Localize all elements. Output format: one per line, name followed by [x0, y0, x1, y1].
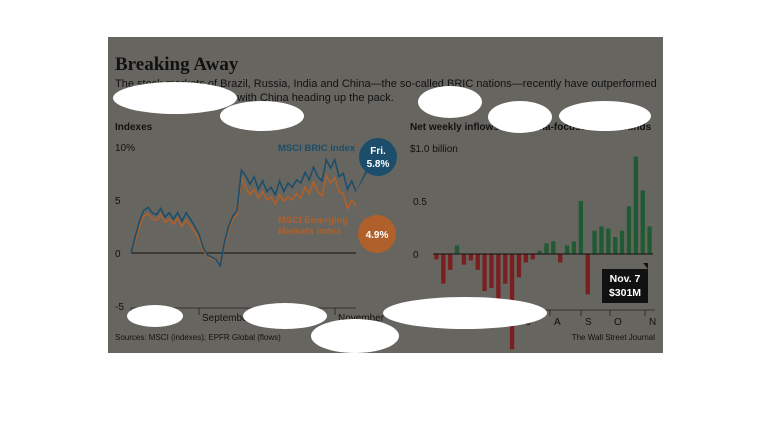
bric-callout-label: Fri. [370, 146, 386, 157]
redaction-blob [418, 86, 482, 118]
series-label-emerging: MSCI Emerging [278, 215, 348, 226]
bar [503, 254, 508, 284]
series-line-emerging [130, 173, 357, 265]
bar [585, 254, 590, 295]
bar [606, 228, 611, 254]
inflow-callout-box [602, 269, 648, 303]
bar [496, 254, 501, 320]
bar [613, 237, 618, 254]
bar [626, 206, 632, 254]
bar [619, 230, 625, 254]
figure-title: Breaking Away [115, 54, 239, 75]
bar [599, 226, 604, 254]
bar [461, 254, 467, 265]
redaction-blob [383, 297, 547, 329]
series-label-bric: MSCI BRIC index [278, 143, 356, 154]
bar [454, 245, 460, 254]
bar [578, 201, 583, 254]
em-callout-value: 4.9% [366, 230, 389, 241]
redaction-blob [113, 82, 237, 114]
inflow-callout-value: $301M [609, 287, 641, 299]
bar [475, 254, 480, 270]
redaction-blob [127, 305, 183, 327]
bar [571, 241, 577, 254]
bar [640, 190, 645, 254]
bar [592, 230, 597, 254]
redaction-blob [559, 101, 651, 131]
y-tick-label: $1.0 billion [410, 144, 458, 155]
x-tick-label: A [554, 317, 561, 328]
y-tick-label: 10% [115, 143, 135, 154]
series-label-emerging-line2: Markets index [278, 226, 342, 237]
redaction-blob [488, 101, 552, 133]
source-note: Sources: MSCI (indexes); EPFR Global (fl… [115, 333, 281, 342]
bar [468, 254, 473, 261]
x-tick-label: S [585, 317, 592, 328]
bar [441, 254, 446, 284]
bar [564, 245, 570, 254]
series-line-bric [130, 157, 357, 268]
bar [647, 226, 652, 254]
figure-subtitle-line1: The stock markets of Brazil, Russia, Ind… [115, 78, 657, 90]
x-tick-label: N [649, 317, 656, 328]
bar [633, 156, 638, 254]
x-tick-label: September [202, 313, 252, 324]
bar [448, 254, 453, 270]
bar [434, 254, 439, 260]
inflow-callout-label: Nov. 7 [610, 273, 641, 285]
credit: The Wall Street Journal [572, 333, 656, 342]
y-tick-label: 0 [115, 249, 121, 260]
em-callout-pointer [356, 206, 371, 229]
left-chart-title: Indexes [115, 122, 153, 133]
y-tick-label: 5 [115, 196, 121, 207]
y-tick-label: 0.5 [413, 197, 427, 208]
y-tick-label: -5 [115, 302, 124, 313]
bric-callout-pointer [356, 166, 371, 192]
bar [523, 254, 528, 263]
redaction-blob [243, 303, 327, 329]
bar [482, 254, 487, 292]
bar [558, 254, 563, 263]
inflow-callout-pointer [643, 263, 648, 269]
y-tick-label: 0 [413, 250, 419, 261]
redaction-blob [311, 319, 399, 353]
em-callout-circle [358, 215, 396, 253]
bar [551, 241, 556, 254]
bric-callout-value: 5.8% [367, 159, 390, 170]
bric-callout-circle [359, 138, 397, 176]
bar [544, 243, 549, 254]
bar [530, 254, 535, 260]
x-tick-label: November [338, 313, 385, 324]
redaction-blob [220, 101, 304, 131]
bar [537, 250, 542, 254]
bar [516, 254, 522, 278]
x-tick-label: O [614, 317, 622, 328]
bar [489, 254, 494, 288]
